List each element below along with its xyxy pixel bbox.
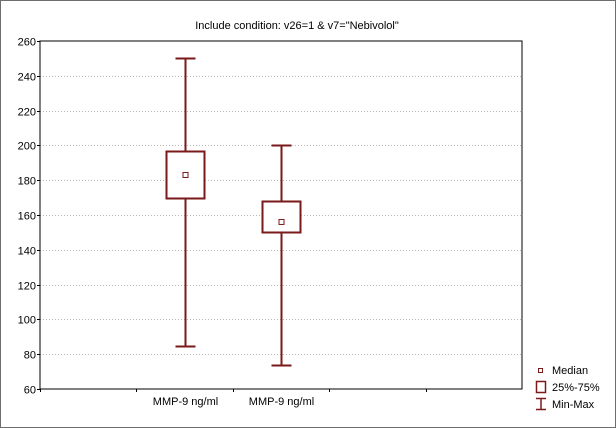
legend-label-box: 25%-75% [552,382,600,394]
iqr-box [261,200,302,234]
legend-median-square [538,368,543,373]
median-marker [182,171,189,178]
y-tick-label: 160 [18,211,36,223]
y-tick-label: 80 [24,350,36,362]
y-axis: 60 80 100 120 140 160 180 200 220 240 260 [18,37,40,397]
legend-label-min-max: Min-Max [552,399,595,411]
x-category-label: MMP-9 ng/ml [249,396,314,408]
legend-whisker-symbol [536,397,546,411]
y-tick-label: 120 [18,281,36,293]
median-marker [278,218,285,225]
box-series [165,57,302,367]
iqr-box [165,150,206,200]
y-tick-label: 140 [18,246,36,258]
y-tick-label: 220 [18,107,36,119]
legend: Median 25%-75% Min-Max [535,365,600,411]
y-tick-label: 240 [18,72,36,84]
legend-label-median: Median [552,365,588,377]
x-category-label: MMP-9 ng/ml [153,396,218,408]
y-tick-label: 60 [24,385,36,397]
x-axis: MMP-9 ng/ml MMP-9 ng/ml [40,389,427,408]
legend-box-symbol [535,380,547,394]
plot-area-border [39,40,523,390]
y-tick-label: 180 [18,176,36,188]
y-tick-label: 200 [18,141,36,153]
y-tick-label: 100 [18,315,36,327]
chart-title: Include condition: v26=1 & v7="Nebivolol… [195,20,399,32]
y-tick-label: 260 [18,37,36,49]
